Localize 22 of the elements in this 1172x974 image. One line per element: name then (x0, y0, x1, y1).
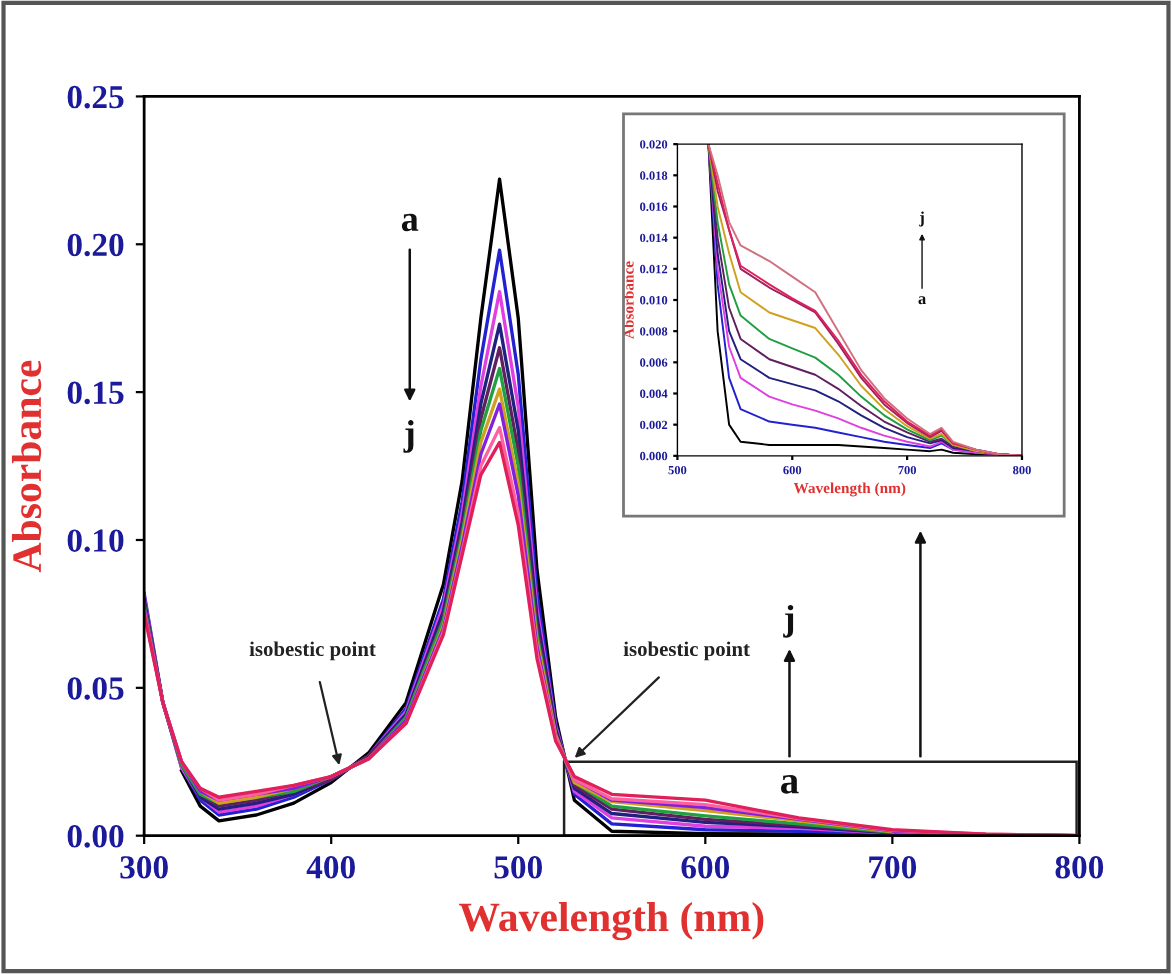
x-tick-label: 700 (869, 856, 917, 879)
x-tick-label: 600 (681, 856, 730, 879)
y-tick-label: 0.00 (67, 825, 124, 848)
annotation: a (781, 775, 799, 794)
x-tick-label: 500 (494, 856, 542, 879)
annotation: j (403, 420, 414, 453)
annotation: isobestic point (249, 641, 376, 661)
x-tick-label: 300 (120, 856, 168, 879)
annotation: j (783, 604, 794, 638)
y-tick-label: 0.10 (67, 529, 124, 553)
x-tick-label: 400 (306, 856, 355, 879)
annotation: j (919, 211, 924, 227)
x-axis-title: Wavelength (nm) (459, 902, 764, 941)
annotation: isobestic point (623, 641, 750, 661)
x-tick-label: 800 (1055, 856, 1104, 879)
y-tick-label: 0.25 (67, 85, 124, 109)
y-axis-title: Absorbance (11, 360, 42, 573)
y-tick-label: 0.20 (67, 233, 124, 257)
annotation: a (401, 213, 419, 232)
annotation: a (918, 296, 926, 305)
y-tick-label: 0.15 (67, 381, 124, 405)
y-tick-label: 0.05 (67, 677, 124, 700)
